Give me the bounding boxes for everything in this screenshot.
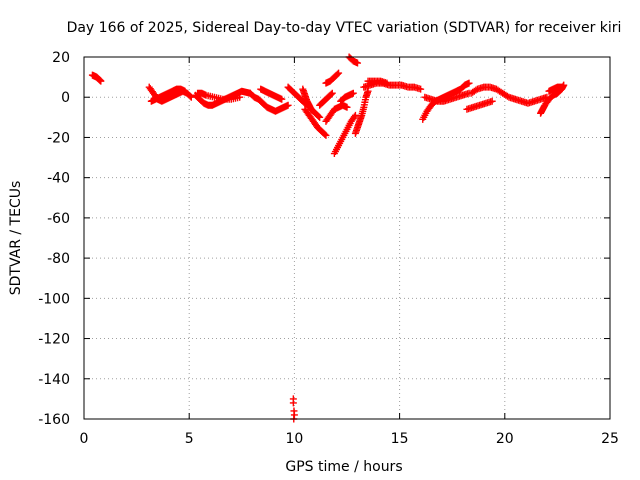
y-tick-label: 0 (61, 90, 70, 106)
data-point (97, 77, 105, 85)
data-point (335, 69, 343, 77)
data-point (328, 89, 336, 97)
y-tick-label: -20 (47, 130, 70, 146)
x-axis-label: GPS time / hours (285, 459, 402, 475)
data-point (488, 97, 496, 105)
x-tick-label: 10 (285, 431, 303, 447)
data-point (187, 93, 195, 101)
y-tick-label: -120 (38, 332, 70, 348)
data-point (349, 89, 357, 97)
x-tick-label: 0 (80, 431, 89, 447)
data-point (181, 87, 189, 95)
y-tick-label: -40 (47, 171, 70, 187)
gridlines (84, 57, 610, 419)
data-point (278, 95, 286, 103)
y-tick-label: -160 (38, 412, 70, 428)
plot-frame (83, 56, 611, 420)
data-point (350, 113, 358, 121)
data-point (465, 79, 473, 87)
x-tick-label: 5 (185, 431, 194, 447)
x-tick-labels: 0 5 10 15 20 25 (80, 431, 619, 447)
x-tick-label: 20 (496, 431, 514, 447)
data-point (343, 103, 351, 111)
y-tick-label: -60 (47, 211, 70, 227)
data-point (472, 86, 480, 94)
data-point (503, 92, 511, 100)
chart-title: Day 166 of 2025, Sidereal Day-to-day VTE… (67, 20, 622, 36)
data-point (236, 93, 244, 101)
data-point (284, 101, 292, 109)
data-point (558, 83, 566, 91)
data-point (316, 113, 324, 121)
data-point (334, 70, 342, 78)
data-point (351, 111, 359, 119)
y-tick-label: -80 (47, 251, 70, 267)
data-point (354, 59, 362, 67)
y-axis-label: SDTVAR / TECUs (8, 181, 24, 296)
data-point (322, 131, 330, 139)
y-tick-label: -140 (38, 372, 70, 388)
x-tick-label: 15 (391, 431, 409, 447)
y-tick-label: -100 (38, 291, 70, 307)
data-point (289, 399, 297, 407)
data-point (417, 85, 425, 93)
data-point (321, 130, 329, 138)
y-tick-labels: 20 0 -20 -40 -60 -80 -100 -120 -140 -160 (38, 50, 70, 428)
data-point (315, 112, 323, 120)
data-point (186, 92, 194, 100)
data-point (383, 79, 391, 87)
x-tick-label: 25 (601, 431, 619, 447)
y-tick-label: 20 (52, 50, 70, 66)
data-point (327, 90, 335, 98)
